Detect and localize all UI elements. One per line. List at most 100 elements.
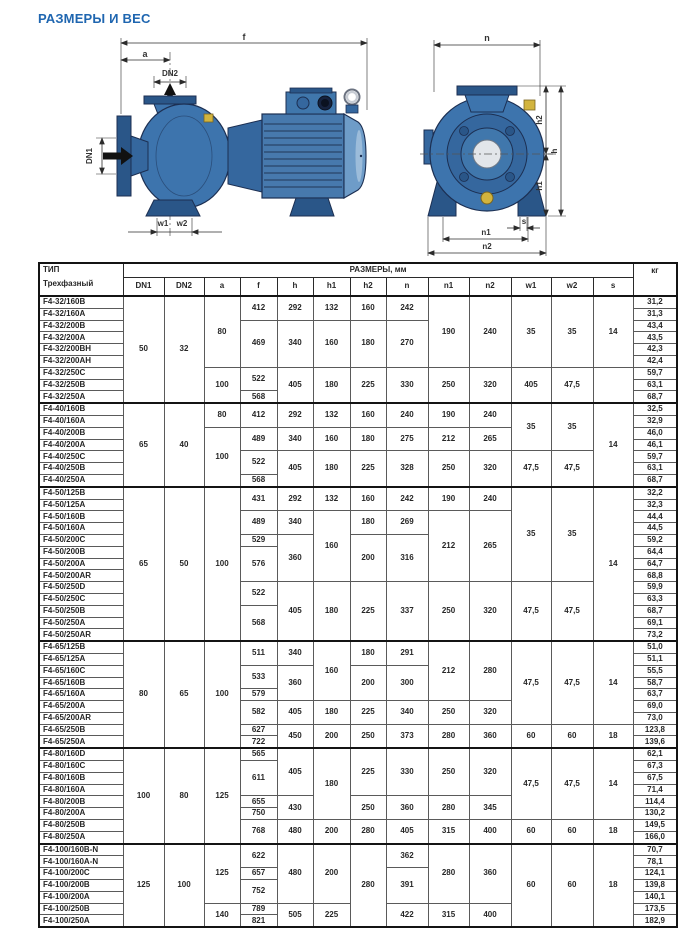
weight-cell: 32,9 [632,414,678,428]
col-header-s: s [592,277,634,297]
weight-cell: 123,8 [632,723,678,737]
dim-value-cell: 47,5 [510,747,552,821]
dim-value-cell: 14 [592,485,634,642]
pump-dimension-drawings: f a DN2 DN1 [85,32,566,256]
dim-value-cell: 242 [385,294,429,321]
dim-value-cell: 362 [385,842,429,869]
dim-value-cell: 576 [239,545,278,583]
weight-cell: 69,1 [632,616,678,630]
weight-cell: 42,4 [632,354,678,368]
pump-model-cell: F4-65/160A [38,688,124,702]
dim-value-cell: 789 [239,902,278,916]
dim-value-cell: 32 [163,294,205,404]
pump-model-cell: F4-100/250A [38,914,124,928]
dim-value-cell: 200 [349,533,387,583]
pump-model-cell: F4-50/160A [38,522,124,535]
pump-model-cell: F4-50/125B [38,485,124,500]
dim-value-cell: 250 [427,366,470,404]
dim-value-cell: 489 [239,510,278,535]
dim-value-cell: 315 [427,819,470,845]
col-header-dn2: DN2 [163,277,205,297]
dim-value-cell: 320 [468,366,512,404]
dim-value-cell: 100 [203,366,241,404]
dim-value-cell: 60 [510,819,552,845]
dim-value-cell: 422 [385,902,429,928]
weight-cell: 43,5 [632,331,678,345]
dimensions-table: ТИП Трехфазный РАЗМЕРЫ, мм кг DN1 DN2 a f h h… [38,262,679,928]
weight-cell: 182,9 [632,914,678,928]
dim-value-cell: 200 [349,664,387,702]
dim-value-cell: 360 [276,664,314,702]
dim-value-cell: 160 [312,319,351,368]
pump-model-cell: F4-32/160B [38,294,124,309]
dim-value-cell: 522 [239,581,278,606]
dim-value-cell: 125 [203,747,241,845]
page-title: РАЗМЕРЫ И ВЕС [38,11,151,26]
dim-value-cell: 316 [385,533,429,583]
weight-cell: 59,2 [632,533,678,547]
weight-cell: 46,1 [632,438,678,452]
dim-value-cell: 265 [468,426,512,452]
pump-model-cell: F4-32/160A [38,307,124,321]
dim-value-cell: 132 [312,402,351,428]
dim-value-cell: 160 [312,510,351,583]
dim-value-cell: 132 [312,294,351,321]
weight-cell: 58,7 [632,676,678,690]
dim-value-cell: 750 [239,807,278,821]
dim-value-cell: 180 [312,581,351,642]
dim-value-cell: 280 [468,640,512,702]
weight-cell: 63,7 [632,688,678,702]
dim-value-cell: 50 [122,294,165,404]
dim-value-cell: 212 [427,426,470,452]
dim-value-cell: 405 [276,581,314,642]
dimensions-table-body: F4-32/160B 50 32 80 412 292 132 160 242 190 240 35 3… [38,294,678,928]
dim-value-cell: 522 [239,366,278,392]
pump-model-cell: F4-50/125A [38,498,124,512]
weight-cell: 42,3 [632,343,678,356]
weight-cell: 59,7 [632,450,678,464]
pump-model-cell: F4-32/250C [38,366,124,380]
col-header-f: f [239,277,278,297]
pump-model-cell: F4-80/250A [38,830,124,845]
pump-model-cell: F4-80/250B [38,819,124,832]
col-header-dn1: DN1 [122,277,165,297]
weight-column-header: кг [632,262,678,297]
dim-value-cell: 269 [385,510,429,535]
dim-value-cell: 47,5 [550,366,594,404]
pump-front-view-drawing: n h2 h1 h s n1 [420,33,566,256]
sizes-header: РАЗМЕРЫ, мм [122,262,634,278]
dim-value-cell: 320 [468,581,512,642]
dim-value-cell: 340 [276,510,314,535]
pump-model-cell: F4-50/160B [38,510,124,524]
dim-value-cell: 132 [312,485,351,512]
dim-value-cell: 80 [203,294,241,368]
pump-model-cell: F4-65/200A [38,700,124,713]
dim-value-cell: 60 [550,819,594,845]
weight-cell: 59,9 [632,581,678,594]
dim-value-cell: 225 [349,366,387,404]
weight-cell: 69,0 [632,700,678,713]
pump-model-cell: F4-40/250C [38,450,124,464]
col-header-w1: w1 [510,277,552,297]
dim-value-cell: 250 [427,450,470,488]
dim-value-cell: 579 [239,688,278,702]
dim-value-cell: 330 [385,366,429,404]
dim-value-cell: 821 [239,914,278,928]
dim-value-cell: 280 [427,842,470,904]
dim-label-w2: w2 [176,219,188,228]
pump-model-cell: F4-50/200AR [38,569,124,583]
dim-value-cell: 180 [312,747,351,821]
dim-value-cell: 125 [203,842,241,904]
dim-value-cell: 373 [385,723,429,749]
weight-cell: 67,5 [632,771,678,785]
dim-value-cell: 100 [122,747,165,845]
dim-value-cell: 160 [349,294,387,321]
dim-label-n1: n1 [481,228,491,237]
dim-value-cell: 14 [592,640,634,725]
pump-model-cell: F4-65/125A [38,652,124,666]
dim-value-cell: 35 [550,402,594,452]
weight-cell: 31,3 [632,307,678,321]
weight-cell: 63,3 [632,592,678,606]
dim-value-cell: 505 [276,902,314,928]
weight-cell: 64,4 [632,545,678,559]
